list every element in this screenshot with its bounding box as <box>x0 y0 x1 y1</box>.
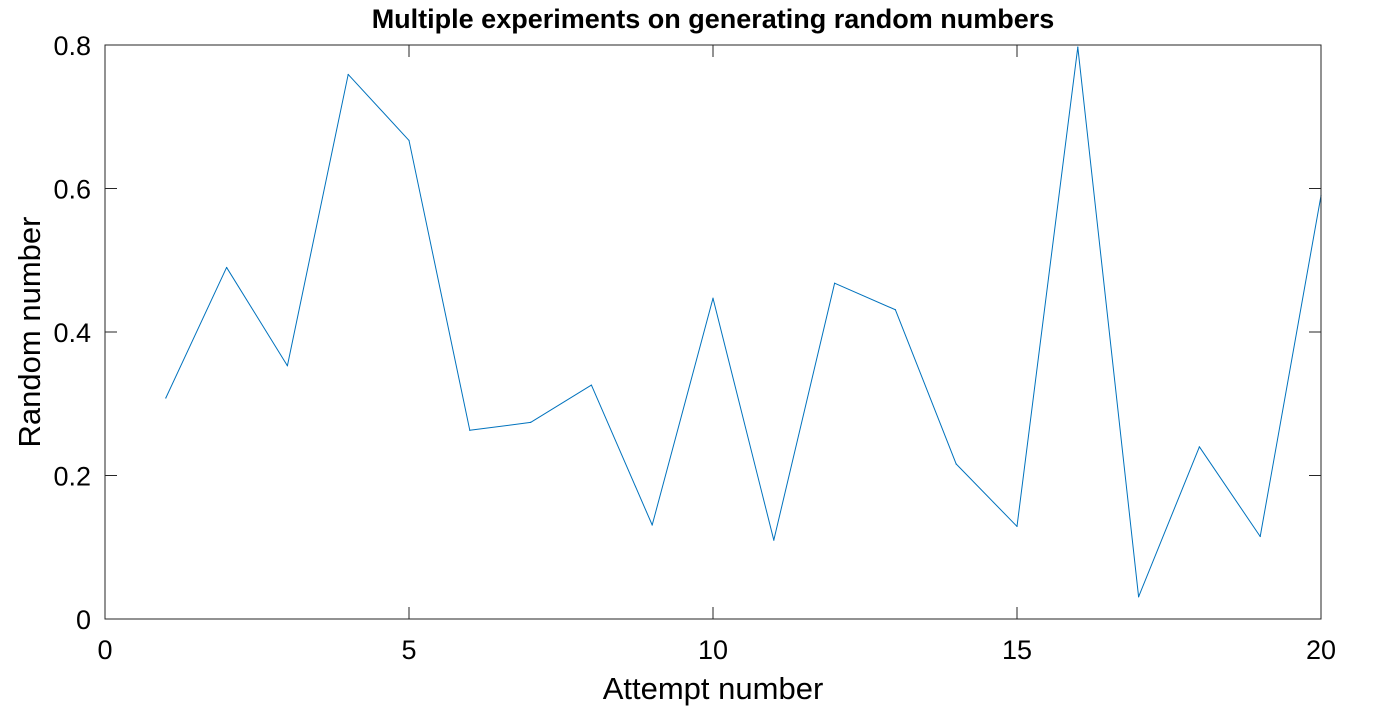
x-tick-label: 15 <box>1002 635 1032 665</box>
x-axis-label: Attempt number <box>603 671 824 706</box>
y-tick-label: 0.8 <box>53 31 91 61</box>
data-point <box>530 421 532 423</box>
y-tick-label: 0.6 <box>53 175 91 205</box>
data-point <box>469 429 471 431</box>
data-point <box>834 282 836 284</box>
data-point <box>347 73 349 76</box>
y-tick-label: 0.2 <box>53 462 91 492</box>
data-point <box>1077 46 1079 48</box>
data-point <box>286 365 288 367</box>
tick-labels: 0 5 10 15 20 0 0.2 0.4 0.6 0.8 <box>53 31 1336 665</box>
y-tick-label: 0.4 <box>53 318 91 348</box>
data-point <box>1198 446 1200 448</box>
chart-title: Multiple experiments on generating rando… <box>372 4 1055 34</box>
data-point <box>955 463 957 465</box>
y-tick-label: 0 <box>76 605 91 635</box>
x-tick-label: 5 <box>401 635 416 665</box>
y-axis-label: Random number <box>12 217 47 448</box>
data-point <box>1259 535 1261 538</box>
data-point <box>590 384 593 386</box>
data-point <box>165 397 167 399</box>
data-point <box>1016 525 1018 528</box>
data-point <box>773 539 775 541</box>
data-point <box>651 524 653 526</box>
series-line <box>165 46 1322 598</box>
x-tick-label: 0 <box>97 635 112 665</box>
data-point <box>894 309 897 311</box>
x-tick-label: 10 <box>698 635 728 665</box>
data-point <box>1138 596 1140 598</box>
data-point <box>712 297 714 299</box>
data-point <box>226 266 228 269</box>
series-layer <box>165 46 1322 598</box>
plot-background <box>105 45 1321 619</box>
plot-frame <box>104 44 1322 620</box>
x-tick-label: 20 <box>1306 635 1336 665</box>
data-point <box>408 139 410 142</box>
